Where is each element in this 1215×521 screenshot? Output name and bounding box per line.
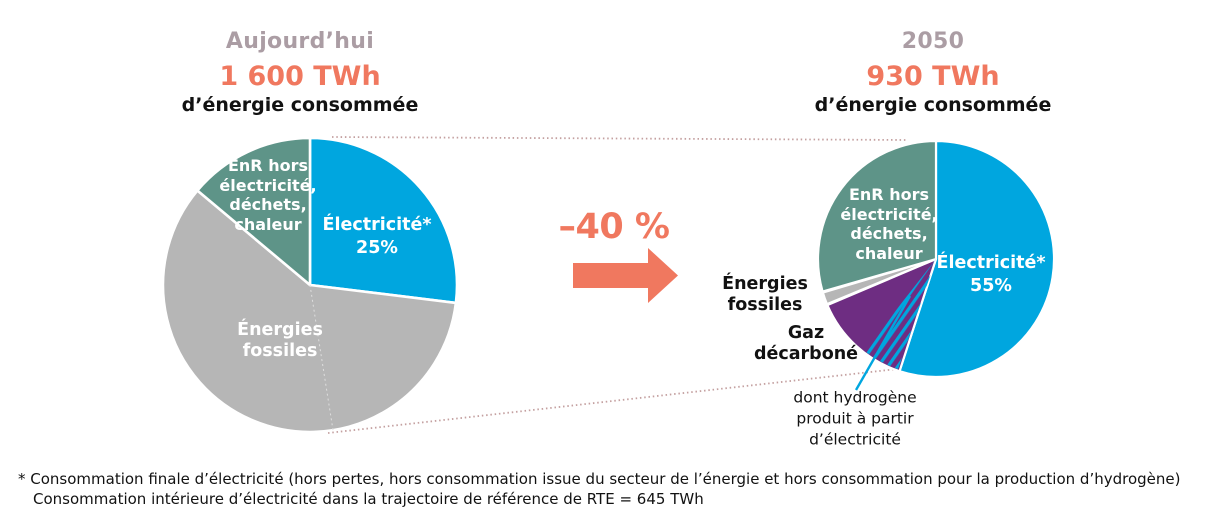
label-left-enr: EnR hors électricité, déchets, chaleur (219, 156, 317, 234)
footnote: * Consommation finale d’électricité (hor… (18, 469, 1180, 509)
pie-slice-gaz-d-carbon (826, 257, 938, 373)
header-2050: 2050 930 TWh d’énergie consommée (815, 29, 1052, 116)
pie-slice-nergies-fossiles (161, 189, 458, 434)
label-right-fossiles: Énergies fossiles (722, 274, 808, 315)
period-label-today: Aujourd’hui (225, 29, 375, 54)
pie-slice-lectricit (898, 139, 1056, 379)
label-left-electricity: Électricité* 25% (322, 215, 432, 258)
pie-slice-lectricit (308, 136, 459, 305)
hydrogen-callout-line (854, 295, 912, 391)
total-twh-2050: 930 TWh (866, 61, 1000, 92)
label-left-fossiles: Énergies fossiles (237, 320, 323, 361)
subtitle-2050: d’énergie consommée (814, 94, 1052, 116)
label-right-electricity: Électricité* 55% (936, 253, 1046, 296)
subtitle-today: d’énergie consommée (181, 94, 419, 116)
pie-slice-enr-hors-lectricit-d-chets-chaleur (196, 136, 312, 287)
label-hydrogen-note: dont hydrogène produit à partir d’électr… (793, 388, 917, 449)
total-twh-today: 1 600 TWh (219, 61, 381, 92)
header-today: Aujourd’hui 1 600 TWh d’énergie consommé… (182, 29, 419, 116)
footnote-line-1: * Consommation finale d’électricité (hor… (18, 470, 1181, 488)
scale-connector-top (331, 136, 909, 141)
label-right-gaz: Gaz décarboné (753, 323, 859, 364)
reduction-percent-label: –40 % (558, 207, 670, 247)
footnote-line-2: Consommation intérieure d’électricité da… (33, 490, 704, 508)
pie-today (161, 136, 459, 434)
pie-slice-enr-hors-lectricit-d-chets-chaleur (816, 139, 938, 293)
label-right-enr: EnR hors électricité, déchets, chaleur (840, 185, 938, 263)
period-label-2050: 2050 (901, 29, 965, 54)
decrease-arrow (573, 248, 678, 303)
